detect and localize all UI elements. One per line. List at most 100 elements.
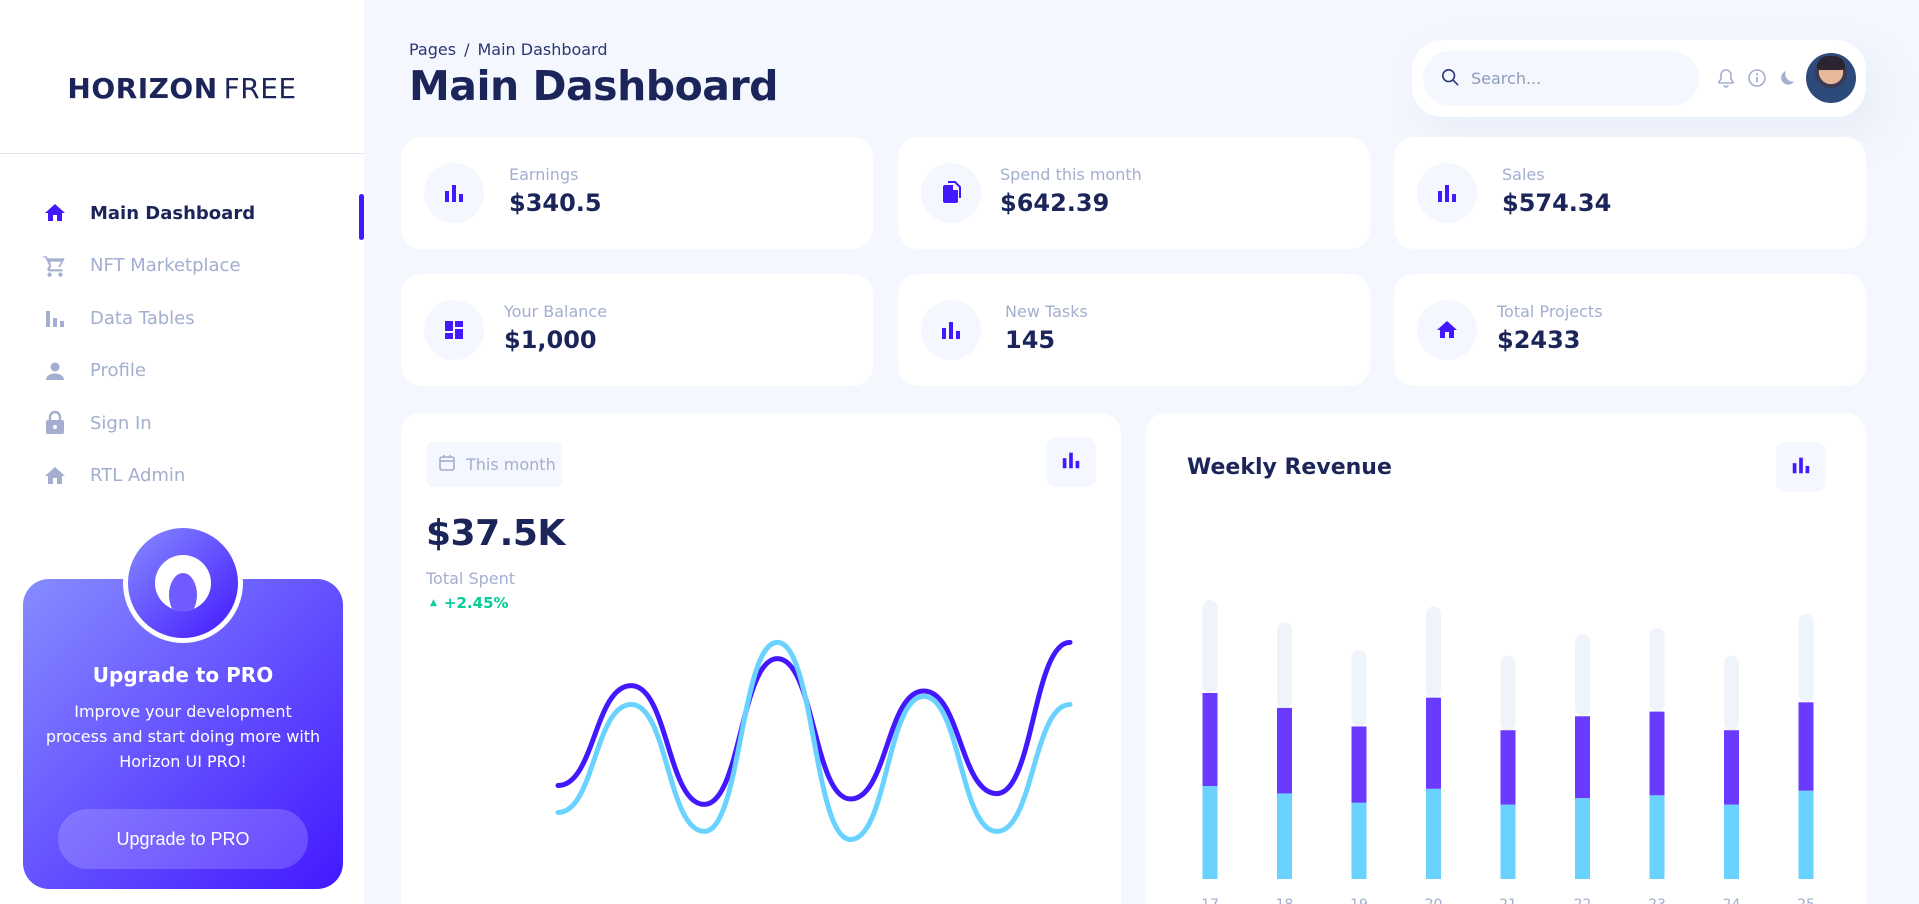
bar-chart-icon (42, 305, 68, 331)
info-icon[interactable] (1745, 66, 1769, 90)
bar-segment (1202, 693, 1218, 786)
sidebar-item-nft-marketplace[interactable]: NFT Marketplace (0, 240, 364, 293)
home-icon (42, 200, 68, 226)
stat-label: Total Projects (1497, 302, 1603, 321)
bar-segment (1277, 793, 1292, 879)
stat-value: $574.34 (1502, 189, 1612, 217)
breadcrumb-current[interactable]: Main Dashboard (477, 40, 608, 59)
total-spent-label: Total Spent (426, 569, 516, 588)
bar-segment (1575, 716, 1590, 799)
bar-chart-icon (1790, 454, 1812, 480)
bar-segment (1202, 786, 1218, 879)
divider (0, 153, 364, 154)
brand-logo[interactable]: HORIZON FREE (0, 72, 364, 105)
bar-segment (1798, 613, 1814, 703)
stat-card-sales: Sales $574.34 (1394, 137, 1866, 249)
x-tick-label: 24 (1723, 897, 1741, 904)
stat-card-your-balance: Your Balance $1,000 (401, 274, 873, 386)
dashboard-icon (424, 300, 484, 360)
sidebar-item-main-dashboard[interactable]: Main Dashboard (0, 187, 364, 240)
bar-segment (1649, 795, 1665, 879)
stat-label: Earnings (509, 165, 579, 184)
sidebar-item-label: Profile (90, 360, 146, 382)
sidebar-item-profile[interactable]: Profile (0, 345, 364, 398)
total-spent-value: $37.5K (426, 513, 565, 554)
sidebar-item-label: RTL Admin (90, 465, 186, 487)
chart-options-button[interactable] (1046, 437, 1096, 487)
change-indicator: ▲ +2.45% (430, 594, 509, 612)
bar-chart-icon (921, 300, 981, 360)
sidebar-item-data-tables[interactable]: Data Tables (0, 292, 364, 345)
search-input[interactable] (1471, 69, 1671, 88)
bar-segment (1426, 697, 1441, 789)
bar-segment (1500, 804, 1516, 879)
bar-segment (1724, 804, 1739, 879)
sidebar: HORIZON FREE Main Dashboard NFT Marketpla… (0, 0, 364, 904)
calendar-icon (438, 454, 456, 476)
bar-segment (1649, 711, 1665, 796)
stat-card-new-tasks: New Tasks 145 (898, 274, 1370, 386)
cart-icon (42, 253, 68, 279)
stat-value: $340.5 (509, 189, 602, 217)
sidebar-item-label: Sign In (90, 412, 152, 434)
stat-card-total-projects: Total Projects $2433 (1394, 274, 1866, 386)
stat-value: $1,000 (504, 326, 597, 354)
sidebar-item-sign-in[interactable]: Sign In (0, 397, 364, 450)
line-chart (555, 639, 1073, 843)
moon-icon[interactable] (1776, 66, 1800, 90)
person-icon (42, 358, 68, 384)
total-spent-card: This month $37.5K Total Spent ▲ +2.45% (401, 413, 1121, 904)
stat-label: Spend this month (1000, 165, 1142, 184)
x-tick-label: 19 (1350, 897, 1368, 904)
breadcrumb: Pages / Main Dashboard (409, 40, 608, 59)
page-title: Main Dashboard (409, 62, 779, 110)
bar-segment (1351, 650, 1367, 727)
search-box (1423, 51, 1699, 106)
x-tick-label: 25 (1797, 897, 1815, 904)
bar-segment (1724, 730, 1739, 805)
bar-segment (1798, 790, 1814, 879)
brand-name-bold: HORIZON (67, 72, 218, 105)
promo-title: Upgrade to PRO (92, 663, 274, 687)
chart-options-button[interactable] (1776, 442, 1826, 492)
home-icon (42, 463, 68, 489)
weekly-revenue-title: Weekly Revenue (1187, 455, 1392, 480)
period-label: This month (466, 455, 556, 474)
bar-segment (1649, 627, 1665, 712)
sidebar-item-label: NFT Marketplace (90, 255, 241, 277)
stat-value: $642.39 (1000, 189, 1110, 217)
promo-logo-badge (123, 523, 243, 643)
sidebar-item-rtl-admin[interactable]: RTL Admin (0, 450, 364, 503)
x-tick-label: 21 (1499, 897, 1517, 904)
sidebar-item-label: Main Dashboard (90, 202, 256, 224)
arrow-up-icon: ▲ (430, 598, 437, 608)
bar-chart-icon (424, 163, 484, 223)
bar-segment (1798, 702, 1814, 791)
period-selector[interactable]: This month (426, 442, 562, 487)
x-tick-label: 20 (1425, 897, 1443, 904)
bar-segment (1500, 655, 1516, 731)
series-line-1 (555, 639, 1073, 807)
series-line-2 (555, 639, 1073, 843)
bar-segment (1575, 798, 1590, 879)
breadcrumb-root-link[interactable]: Pages (409, 40, 457, 59)
upgrade-to-pro-button[interactable]: Upgrade to PRO (58, 809, 308, 869)
bar-segment (1426, 606, 1441, 698)
stat-card-earnings: Earnings $340.5 (401, 137, 873, 249)
bar-segment (1500, 730, 1516, 805)
bar-segment (1202, 600, 1218, 693)
bar-chart: 17 18 19 20 21 22 23 24 25 (1201, 600, 1815, 904)
bell-icon[interactable] (1714, 66, 1738, 90)
stat-label: New Tasks (1005, 302, 1088, 321)
stat-card-spend-this-month: Spend this month $642.39 (898, 137, 1370, 249)
stat-label: Your Balance (504, 302, 608, 321)
avatar[interactable] (1806, 53, 1856, 103)
search-icon (1441, 68, 1459, 90)
bar-segment (1277, 707, 1292, 794)
brand-name-light: FREE (223, 72, 297, 105)
home-icon (1417, 300, 1477, 360)
change-value: +2.45% (443, 594, 509, 612)
sidebar-item-label: Data Tables (90, 307, 195, 329)
bar-segment (1575, 634, 1590, 717)
bar-segment (1351, 802, 1367, 879)
